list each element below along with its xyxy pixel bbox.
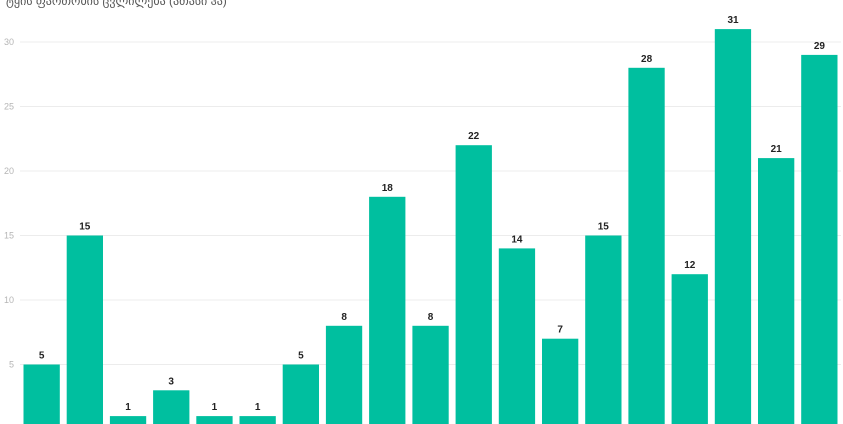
bar: [153, 390, 190, 424]
bar-value-label: 14: [511, 234, 523, 245]
bar: [714, 29, 752, 424]
y-tick-label: 5: [9, 360, 14, 370]
bar: [671, 274, 708, 424]
bar: [282, 364, 319, 424]
bar: [196, 416, 233, 424]
bars: [23, 29, 838, 424]
bar: [23, 364, 60, 424]
bar: [66, 235, 103, 424]
bar-value-label: 31: [727, 15, 739, 26]
bar: [628, 67, 665, 424]
bar: [109, 416, 147, 424]
bar-value-label: 18: [382, 183, 394, 194]
bar-value-label: 8: [428, 312, 434, 323]
y-tick-label: 25: [4, 102, 14, 112]
bar-value-label: 5: [39, 351, 45, 362]
bar-value-label: 3: [168, 376, 174, 387]
bar: [239, 416, 276, 424]
y-tick-label: 20: [4, 166, 14, 176]
bar: [369, 196, 406, 424]
bar-value-label: 1: [125, 402, 131, 413]
bar: [542, 338, 579, 424]
bar-value-label: 15: [79, 222, 91, 233]
y-tick-label: 10: [4, 295, 14, 305]
bar-value-label: 12: [684, 260, 696, 271]
bar-value-label: 5: [298, 351, 304, 362]
bar: [498, 248, 536, 424]
bar: [585, 235, 622, 424]
bar-value-label: 28: [641, 54, 653, 65]
y-tick-label: 15: [4, 231, 14, 241]
bar: [412, 325, 449, 424]
bar-value-label: 29: [814, 41, 826, 52]
bar: [455, 145, 492, 424]
y-tick-label: 30: [4, 37, 14, 47]
bar: [758, 158, 795, 424]
chart-title: ტყის ფართობის ცვლილება (ათასი ჰა): [6, 0, 227, 8]
bar-value-label: 7: [557, 325, 563, 336]
bar: [801, 54, 838, 424]
y-axis-ticks: 5 10 15 20 25 30: [4, 37, 14, 370]
bar-value-label: 1: [212, 402, 218, 413]
bar-value-label: 21: [771, 144, 783, 155]
bar-value-label: 22: [468, 131, 480, 142]
bar-value-label: 1: [255, 402, 261, 413]
bar: [325, 325, 363, 424]
bar-value-label: 15: [598, 222, 610, 233]
bar-value-label: 8: [341, 312, 347, 323]
